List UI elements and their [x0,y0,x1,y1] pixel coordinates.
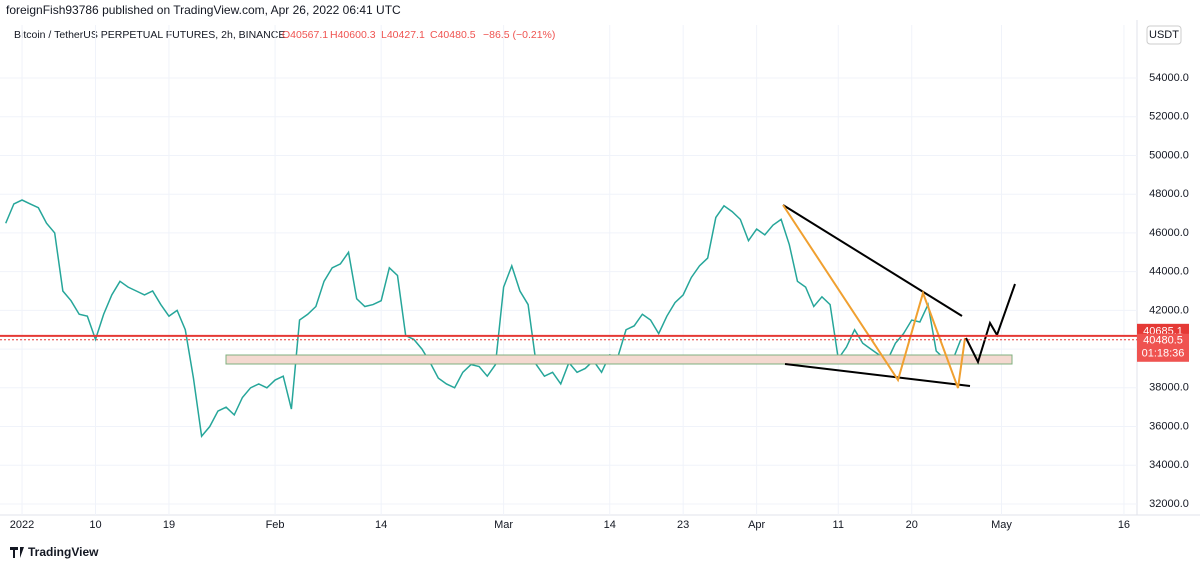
x-tick-label: 11 [833,519,844,531]
projection [965,283,1016,365]
x-tick-label: 20 [906,519,918,531]
close: C40480.5 [430,29,476,41]
x-tick-label: Feb [266,519,285,531]
zigzag [782,204,966,389]
header: foreignFish93786 published on TradingVie… [6,3,401,17]
x-tick-label: May [991,519,1012,531]
y-tick-label: 38000.0 [1149,382,1189,394]
support-zone [225,354,1013,365]
low: L40427.1 [381,29,425,41]
x-tick-label: 14 [375,519,387,531]
y-tick-label: 34000.0 [1149,459,1189,471]
last-price-label: 40480.5 [1143,335,1183,347]
x-tick-label: 10 [89,519,101,531]
last-price-box [1137,333,1189,362]
y-tick-label: 52000.0 [1149,111,1189,123]
price-line [5,199,962,438]
x-tick-label: 16 [1118,519,1130,531]
currency-box[interactable] [1146,25,1182,45]
y-tick-label: 54000.0 [1149,72,1189,84]
footer: TradingView [28,545,99,559]
symbol-name: Bitcoin / TetherUS PERPETUAL FUTURES, 2h… [14,29,285,41]
y-tick-label: 48000.0 [1149,188,1189,200]
x-tick-label: 14 [604,519,616,531]
drawings [225,204,1016,389]
y-tick-label: 44000.0 [1149,266,1189,278]
x-tick-label: 19 [163,519,175,531]
change: −86.5 (−0.21%) [483,29,555,41]
open: O40567.1 [282,29,328,41]
y-tick-label: 46000.0 [1149,227,1189,239]
y-tick-label: 36000.0 [1149,420,1189,432]
plot [0,25,1137,515]
currency[interactable]: USDT [1149,29,1179,41]
y-tick-label: 32000.0 [1149,498,1189,510]
x-tick-label: 2022 [10,519,34,531]
trendline [782,204,963,317]
x-tick-label: Apr [748,519,765,531]
trendline [784,363,971,387]
logo [10,547,24,558]
y-tick-label: 42000.0 [1149,304,1189,316]
x-tick-label: Mar [494,519,513,531]
y-tick-label: 50000.0 [1149,149,1189,161]
countdown: 01:18:36 [1142,348,1185,360]
high: H40600.3 [330,29,376,41]
x-tick-label: 23 [677,519,689,531]
